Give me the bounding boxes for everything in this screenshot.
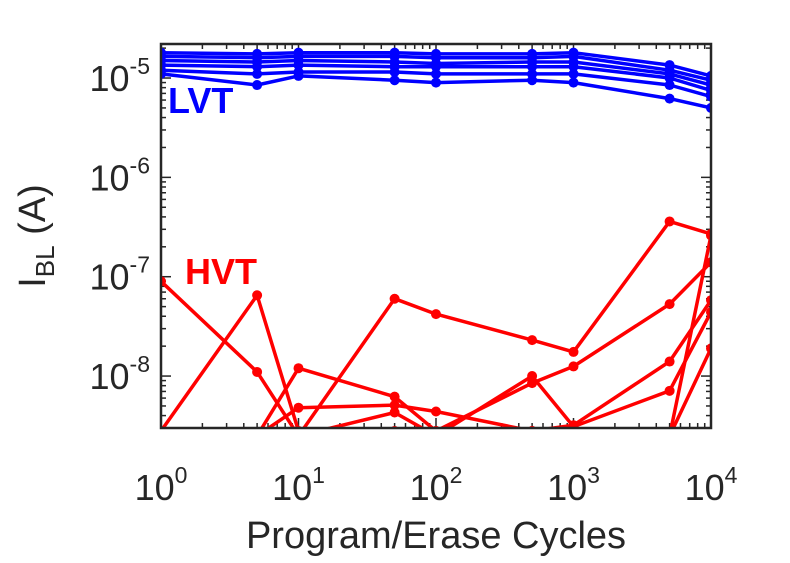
hvt-data-point [252, 366, 263, 377]
hvt-data-point [252, 431, 262, 441]
lvt-data-point [431, 61, 441, 72]
hvt-series-line-2 [161, 235, 711, 428]
y-axis-label-main: I [12, 277, 54, 288]
lvt-data-point [664, 73, 675, 84]
hvt-data-point [569, 431, 579, 441]
plot-background [161, 44, 711, 428]
hvt-data-point [431, 431, 441, 441]
y-tick-label: 10-8 [90, 351, 151, 397]
hvt-data-point [156, 431, 166, 441]
y-tick-label: 10-7 [90, 252, 151, 298]
x-tick-labels: 100 101 102 103 104 [135, 462, 738, 508]
y-tick-label: 10-5 [90, 53, 151, 99]
x-tick-label: 100 [135, 462, 188, 508]
x-tick-label: 102 [410, 462, 463, 508]
x-tick-label: 101 [272, 462, 325, 508]
x-tick-base: 10 [135, 467, 175, 508]
x-axis-label: Program/Erase Cycles [246, 515, 626, 557]
hvt-data-point [568, 361, 579, 372]
x-tick-exponent: 1 [312, 462, 325, 488]
hvt-data-point [568, 421, 579, 428]
hvt-data-point [252, 290, 263, 301]
y-tick-exponent: -6 [130, 152, 150, 178]
hvt-data-point [293, 402, 304, 413]
hvt-data-point [664, 385, 675, 396]
lvt-data-point [252, 68, 263, 79]
hvt-data-point [293, 363, 304, 374]
lvt-data-point [431, 77, 441, 88]
hvt-data-point [665, 431, 675, 441]
lvt-data-point [252, 61, 263, 72]
hvt-data-point [431, 431, 441, 441]
y-tick-exponent: -5 [130, 53, 150, 79]
hvt-series-line-3 [259, 260, 711, 428]
lvt-data-point [664, 80, 675, 91]
x-tick-exponent: 3 [587, 462, 600, 488]
hvt-data-point [527, 371, 538, 382]
y-tick-base: 10 [90, 257, 130, 298]
hvt-data-point [252, 431, 262, 441]
lvt-data-point [389, 66, 400, 77]
y-axis-label: IBL (A) [12, 184, 60, 288]
hvt-data-point [156, 431, 166, 441]
lvt-data-point [293, 60, 304, 71]
y-axis-label-sub: BL [30, 245, 60, 277]
hvt-data-point [156, 431, 166, 441]
y-tick-exponent: -7 [130, 252, 150, 278]
hvt-data-point [568, 346, 579, 357]
lvt-data-point [389, 75, 400, 86]
hvt-data-point [390, 431, 400, 441]
hvt-data-point [294, 431, 304, 441]
x-tick-exponent: 2 [450, 462, 463, 488]
hvt-data-point [389, 400, 400, 411]
hvt-data-point [389, 407, 400, 418]
y-tick-base: 10 [90, 58, 130, 99]
hvt-data-point [294, 431, 304, 441]
lvt-data-point [252, 80, 263, 91]
plot-frame [159, 42, 713, 430]
y-tick-label: 10-6 [90, 152, 151, 198]
hvt-data-point [252, 431, 262, 441]
hvt-data-point [664, 356, 675, 367]
y-tick-base: 10 [90, 157, 130, 198]
hvt-data-point [431, 406, 441, 417]
x-tick-exponent: 0 [175, 462, 188, 488]
x-tick-label: 103 [547, 462, 600, 508]
lvt-data-point [527, 61, 538, 72]
hvt-data-point [664, 216, 675, 227]
x-tick-base: 10 [272, 467, 312, 508]
x-tick-base: 10 [547, 467, 587, 508]
x-tick-exponent: 4 [725, 462, 738, 488]
x-tick-base: 10 [410, 467, 450, 508]
lvt-data-point [527, 75, 538, 86]
lvt-data-point [568, 61, 579, 72]
y-tick-base: 10 [90, 356, 130, 397]
hvt-data-point [389, 391, 400, 402]
hvt-data-point [431, 309, 441, 320]
hvt-data-point [665, 431, 675, 441]
lvt-data-point [293, 70, 304, 81]
hvt-data-point [156, 431, 166, 441]
hvt-data-point [252, 431, 262, 441]
hvt-data-point [527, 431, 537, 441]
x-tick-label: 104 [685, 462, 738, 508]
hvt-series-line-5 [323, 311, 711, 428]
lvt-data-point [664, 93, 675, 104]
y-tick-labels: 10-810-710-610-5 [90, 53, 151, 397]
lvt-data-point [568, 68, 579, 79]
hvt-data-point [294, 431, 304, 441]
lvt-data-point [431, 68, 441, 79]
lvt-data-point [568, 77, 579, 88]
x-tick-base: 10 [685, 467, 725, 508]
series-label-hvt: HVT [185, 251, 257, 292]
hvt-data-point [664, 299, 675, 310]
y-axis-label-unit: (A) [12, 184, 54, 245]
series-label-lvt: LVT [168, 80, 233, 121]
hvt-data-point [527, 335, 538, 346]
y-tick-exponent: -8 [130, 351, 150, 377]
hvt-data-point [389, 293, 400, 304]
